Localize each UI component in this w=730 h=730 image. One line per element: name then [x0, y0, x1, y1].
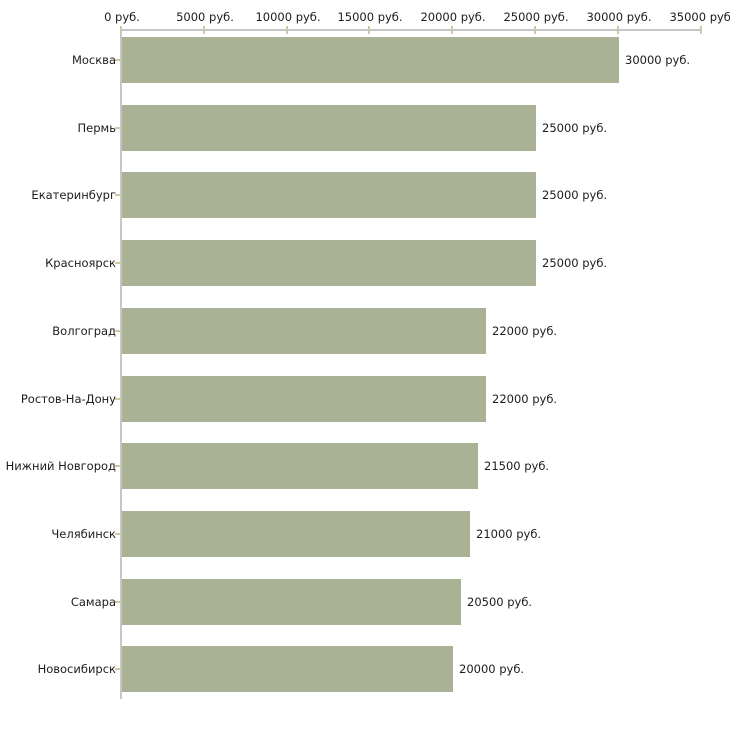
- x-tick-label: 30000 руб.: [586, 10, 652, 24]
- x-tick-mark: [534, 26, 536, 34]
- y-tick-mark: [115, 127, 121, 129]
- value-label: 25000 руб.: [542, 188, 608, 202]
- category-label: Москва: [71, 53, 116, 67]
- x-tick-label: 25000 руб.: [503, 10, 569, 24]
- bar: [122, 511, 470, 557]
- category-label: Нижний Новгород: [5, 459, 116, 473]
- value-label: 20500 руб.: [467, 595, 533, 609]
- value-label: 21000 руб.: [476, 527, 542, 541]
- y-tick-mark: [115, 194, 121, 196]
- y-tick-mark: [115, 262, 121, 264]
- y-tick-mark: [115, 398, 121, 400]
- y-tick-mark: [115, 668, 121, 670]
- bar: [122, 105, 536, 151]
- x-tick-label: 0 руб.: [104, 10, 140, 24]
- bar: [122, 443, 478, 489]
- y-tick-mark: [115, 330, 121, 332]
- x-tick-mark: [120, 26, 122, 34]
- value-label: 22000 руб.: [492, 324, 558, 338]
- x-tick-mark: [368, 26, 370, 34]
- bar: [122, 579, 461, 625]
- x-axis-line: [120, 29, 700, 31]
- value-label: 22000 руб.: [492, 392, 558, 406]
- bar: [122, 240, 536, 286]
- bar: [122, 646, 453, 692]
- x-tick-label: 10000 руб.: [255, 10, 321, 24]
- value-label: 20000 руб.: [459, 662, 525, 676]
- category-label: Пермь: [77, 121, 116, 135]
- bar: [122, 308, 486, 354]
- y-tick-mark: [115, 465, 121, 467]
- x-tick-label: 5000 руб.: [176, 10, 234, 24]
- x-tick-mark: [286, 26, 288, 34]
- x-tick-mark: [203, 26, 205, 34]
- category-label: Новосибирск: [37, 662, 116, 676]
- category-label: Самара: [70, 595, 116, 609]
- x-tick-label: 20000 руб.: [420, 10, 486, 24]
- x-tick-mark: [451, 26, 453, 34]
- value-label: 25000 руб.: [542, 121, 608, 135]
- category-label: Красноярск: [45, 256, 116, 270]
- bar: [122, 376, 486, 422]
- category-label: Челябинск: [51, 527, 116, 541]
- y-tick-mark: [115, 601, 121, 603]
- x-tick-mark: [700, 26, 702, 34]
- category-label: Волгоград: [52, 324, 116, 338]
- value-label: 25000 руб.: [542, 256, 608, 270]
- x-tick-label: 35000 руб.: [669, 10, 730, 24]
- category-label: Екатеринбург: [31, 188, 116, 202]
- bar: [122, 172, 536, 218]
- y-tick-mark: [115, 533, 121, 535]
- y-tick-mark: [115, 59, 121, 61]
- value-label: 30000 руб.: [625, 53, 691, 67]
- x-tick-label: 15000 руб.: [337, 10, 403, 24]
- bar: [122, 37, 619, 83]
- category-label: Ростов-На-Дону: [20, 392, 116, 406]
- x-tick-mark: [617, 26, 619, 34]
- y-axis-line: [120, 29, 122, 699]
- value-label: 21500 руб.: [484, 459, 550, 473]
